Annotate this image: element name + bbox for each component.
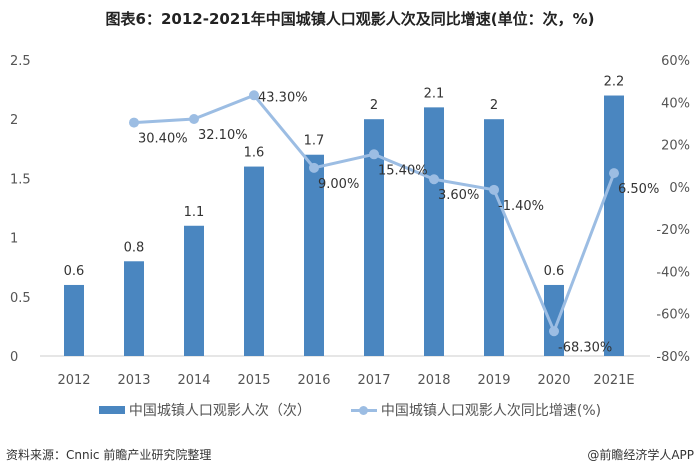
x-axis-tick: 2015 xyxy=(237,373,270,388)
right-axis-tick: -80% xyxy=(656,350,690,365)
line-data-label: -1.40% xyxy=(498,199,544,214)
line-point xyxy=(489,184,499,195)
bar-data-label: 0.6 xyxy=(544,264,565,279)
line-data-label: 43.30% xyxy=(258,90,308,105)
line-point xyxy=(609,168,619,179)
right-axis-tick: -60% xyxy=(656,308,690,323)
legend-item-bar: 中国城镇人口观影人次（次） xyxy=(98,400,311,420)
line-point xyxy=(549,326,559,337)
bar xyxy=(364,119,384,356)
left-axis-tick: 0.5 xyxy=(10,291,31,306)
right-axis-tick: 40% xyxy=(661,96,690,111)
bar xyxy=(544,284,564,356)
line-data-label: 9.00% xyxy=(318,177,359,192)
source-note: 资料来源：Cnnic 前瞻产业研究院整理 xyxy=(6,448,212,462)
left-axis-tick: 0 xyxy=(10,350,18,365)
right-axis-tick: 0% xyxy=(669,181,690,196)
x-axis-tick: 2019 xyxy=(477,373,510,388)
right-axis-tick: 20% xyxy=(661,139,690,154)
x-axis-tick: 2012 xyxy=(57,373,90,388)
bar xyxy=(64,284,84,356)
legend-bar-swatch xyxy=(98,406,125,414)
line-data-label: 30.40% xyxy=(138,132,188,147)
bar-data-label: 1.1 xyxy=(184,205,205,220)
line-point xyxy=(429,174,439,185)
line-data-label: 32.10% xyxy=(198,128,248,143)
bar-data-label: 2 xyxy=(370,98,378,113)
left-axis-tick: 2 xyxy=(10,113,18,128)
bar xyxy=(604,95,624,357)
line-data-label: 3.60% xyxy=(438,188,479,203)
credit: @前瞻经济学人APP xyxy=(587,448,694,462)
bar xyxy=(424,107,444,356)
chart-title: 图表6：2012-2021年中国城镇人口观影人次及同比增速(单位：次，%) xyxy=(105,10,595,28)
line-point xyxy=(369,149,379,160)
line-point xyxy=(129,117,139,128)
legend-line-swatch xyxy=(350,405,377,415)
bar-data-label: 1.7 xyxy=(304,134,325,149)
x-axis-tick: 2013 xyxy=(117,373,150,388)
line-data-label: 6.50% xyxy=(618,182,659,197)
left-axis-tick: 1.5 xyxy=(10,172,31,187)
right-axis-tick: -40% xyxy=(656,265,690,280)
legend-label: 中国城镇人口观影人次（次） xyxy=(128,403,311,419)
bar xyxy=(304,154,324,356)
x-axis-tick: 2014 xyxy=(177,373,210,388)
legend: 中国城镇人口观影人次（次） 中国城镇人口观影人次同比增速(%) xyxy=(0,400,700,420)
x-axis-tick: 2020 xyxy=(537,373,570,388)
bar xyxy=(124,261,144,356)
x-axis-tick: 2018 xyxy=(417,373,450,388)
line-point xyxy=(249,90,259,101)
bar-data-label: 0.6 xyxy=(64,264,85,279)
line-point xyxy=(309,162,319,173)
bar-data-label: 2 xyxy=(490,98,498,113)
bar-data-label: 1.6 xyxy=(244,146,265,161)
line-point xyxy=(189,113,199,124)
bar xyxy=(244,166,264,356)
line-data-label: -68.30% xyxy=(558,340,612,355)
left-axis-tick: 1 xyxy=(10,232,18,247)
legend-label: 中国城镇人口观影人次同比增速(%) xyxy=(380,403,602,419)
x-axis-tick: 2021E xyxy=(593,373,634,388)
bar-data-label: 0.8 xyxy=(124,240,145,255)
line-data-label: 15.40% xyxy=(378,163,428,178)
right-axis-tick: 60% xyxy=(661,54,690,69)
left-axis-tick: 2.5 xyxy=(10,54,31,69)
right-axis-tick: -20% xyxy=(656,223,690,238)
bar-data-label: 2.2 xyxy=(604,75,625,90)
x-axis-tick: 2016 xyxy=(297,373,330,388)
legend-item-line: 中国城镇人口观影人次同比增速(%) xyxy=(350,400,602,420)
x-axis-tick: 2017 xyxy=(357,373,390,388)
bar-data-label: 2.1 xyxy=(424,86,445,101)
bar xyxy=(484,119,504,356)
bar xyxy=(184,225,204,356)
